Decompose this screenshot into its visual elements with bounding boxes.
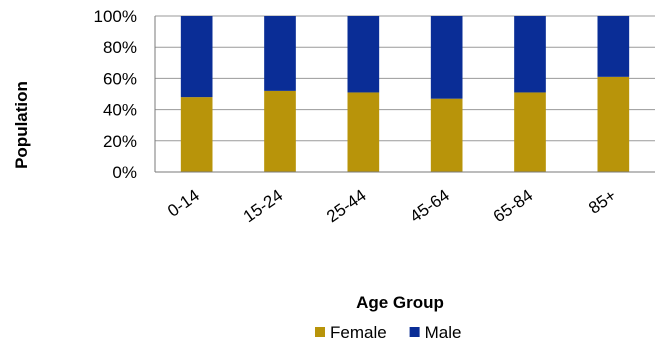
bar-male-85+: [597, 16, 630, 77]
x-tick-label: 25-44: [323, 186, 370, 227]
x-tick-label: 65-84: [490, 186, 537, 227]
x-tick-labels: 0-14 15-24 25-44 45-64 65-84 85+: [164, 186, 619, 227]
legend-swatch-female: [315, 327, 325, 337]
bar-male-25-44: [347, 16, 380, 93]
y-axis-title: Population: [12, 81, 31, 169]
bar-female-65-84: [514, 92, 546, 172]
x-axis-title: Age Group: [356, 293, 444, 312]
bar-male-15-24: [264, 16, 296, 91]
x-tick-label: 45-64: [406, 186, 453, 227]
y-tick-label: 60%: [103, 69, 137, 88]
legend-label-male: Male: [425, 323, 462, 342]
y-tick-label: 80%: [103, 38, 137, 57]
y-tick-label: 0%: [112, 163, 137, 182]
x-tick-label: 15-24: [240, 186, 287, 227]
y-tick-label: 40%: [103, 101, 137, 120]
y-tick-labels: 0% 20% 40% 60% 80% 100%: [94, 7, 137, 182]
y-tick-label: 100%: [94, 7, 137, 26]
bars: [180, 16, 630, 172]
legend: Female Male: [315, 323, 461, 342]
bar-male-65-84: [514, 16, 546, 93]
y-tick-label: 20%: [103, 132, 137, 151]
bar-female-0-14: [180, 97, 213, 172]
bar-male-0-14: [180, 16, 213, 98]
legend-swatch-male: [409, 327, 420, 337]
bar-male-45-64: [430, 16, 463, 99]
axes: [154, 16, 655, 173]
x-tick-label: 0-14: [164, 186, 203, 221]
bar-female-45-64: [430, 98, 463, 172]
bar-female-85+: [597, 76, 630, 172]
x-tick-label: 85+: [585, 186, 620, 218]
bar-female-25-44: [347, 92, 380, 172]
bar-female-15-24: [264, 90, 296, 172]
legend-label-female: Female: [330, 323, 387, 342]
gridlines: [155, 15, 655, 173]
